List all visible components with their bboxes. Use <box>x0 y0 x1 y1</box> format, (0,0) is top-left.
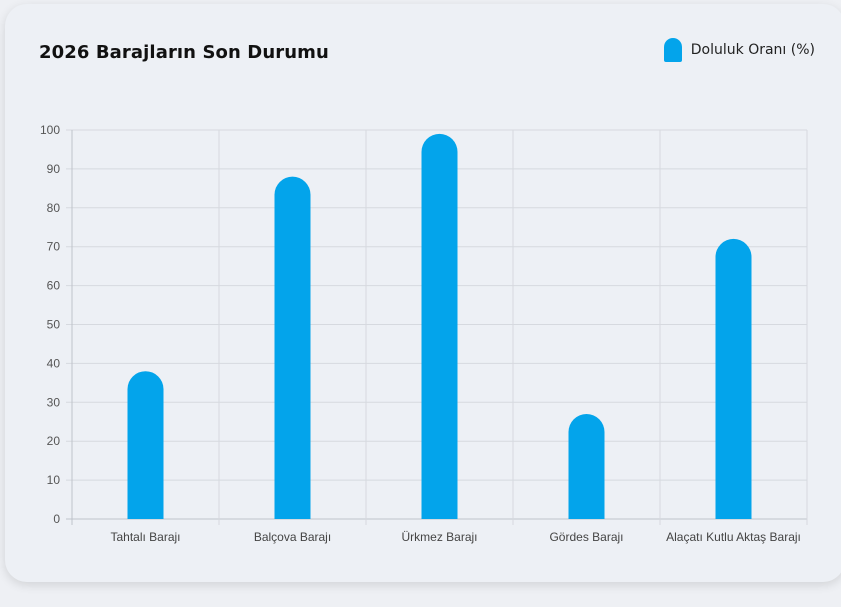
x-axis-ticks: Tahtalı Barajı Balçova Barajı Ürkmez Baraj… <box>110 530 800 544</box>
bars <box>127 133 752 519</box>
y-tick-label: 40 <box>47 356 61 370</box>
y-tick-label: 60 <box>47 279 61 293</box>
y-tick-label: 20 <box>47 434 61 448</box>
y-tick-label: 70 <box>47 240 61 254</box>
legend[interactable]: Doluluk Oranı (%) <box>663 38 815 62</box>
bar-3[interactable] <box>421 133 458 519</box>
x-tick-label: Balçova Barajı <box>254 530 331 544</box>
x-tick-label: Alaçatı Kutlu Aktaş Barajı <box>666 530 801 544</box>
bar-4[interactable] <box>568 413 605 519</box>
y-tick-label: 50 <box>47 318 61 332</box>
bar-5[interactable] <box>715 238 752 519</box>
x-tick-label: Ürkmez Barajı <box>401 530 477 544</box>
y-tick-label: 90 <box>47 162 61 176</box>
y-tick-label: 100 <box>40 123 60 137</box>
y-tick-label: 0 <box>53 512 60 526</box>
legend-label: Doluluk Oranı (%) <box>690 42 815 58</box>
y-tick-label: 30 <box>47 395 61 409</box>
y-tick-label: 10 <box>47 473 61 487</box>
chart-title: 2026 Barajların Son Durumu <box>39 42 329 63</box>
bar-2[interactable] <box>274 176 311 519</box>
x-tick-label: Tahtalı Barajı <box>110 530 180 544</box>
y-tick-label: 80 <box>47 201 61 215</box>
x-tick-label: Gördes Barajı <box>549 530 623 544</box>
bar-1[interactable] <box>127 371 164 519</box>
y-axis-ticks: 0 10 20 30 40 50 60 70 80 90 100 <box>40 123 60 526</box>
legend-swatch <box>663 38 682 62</box>
